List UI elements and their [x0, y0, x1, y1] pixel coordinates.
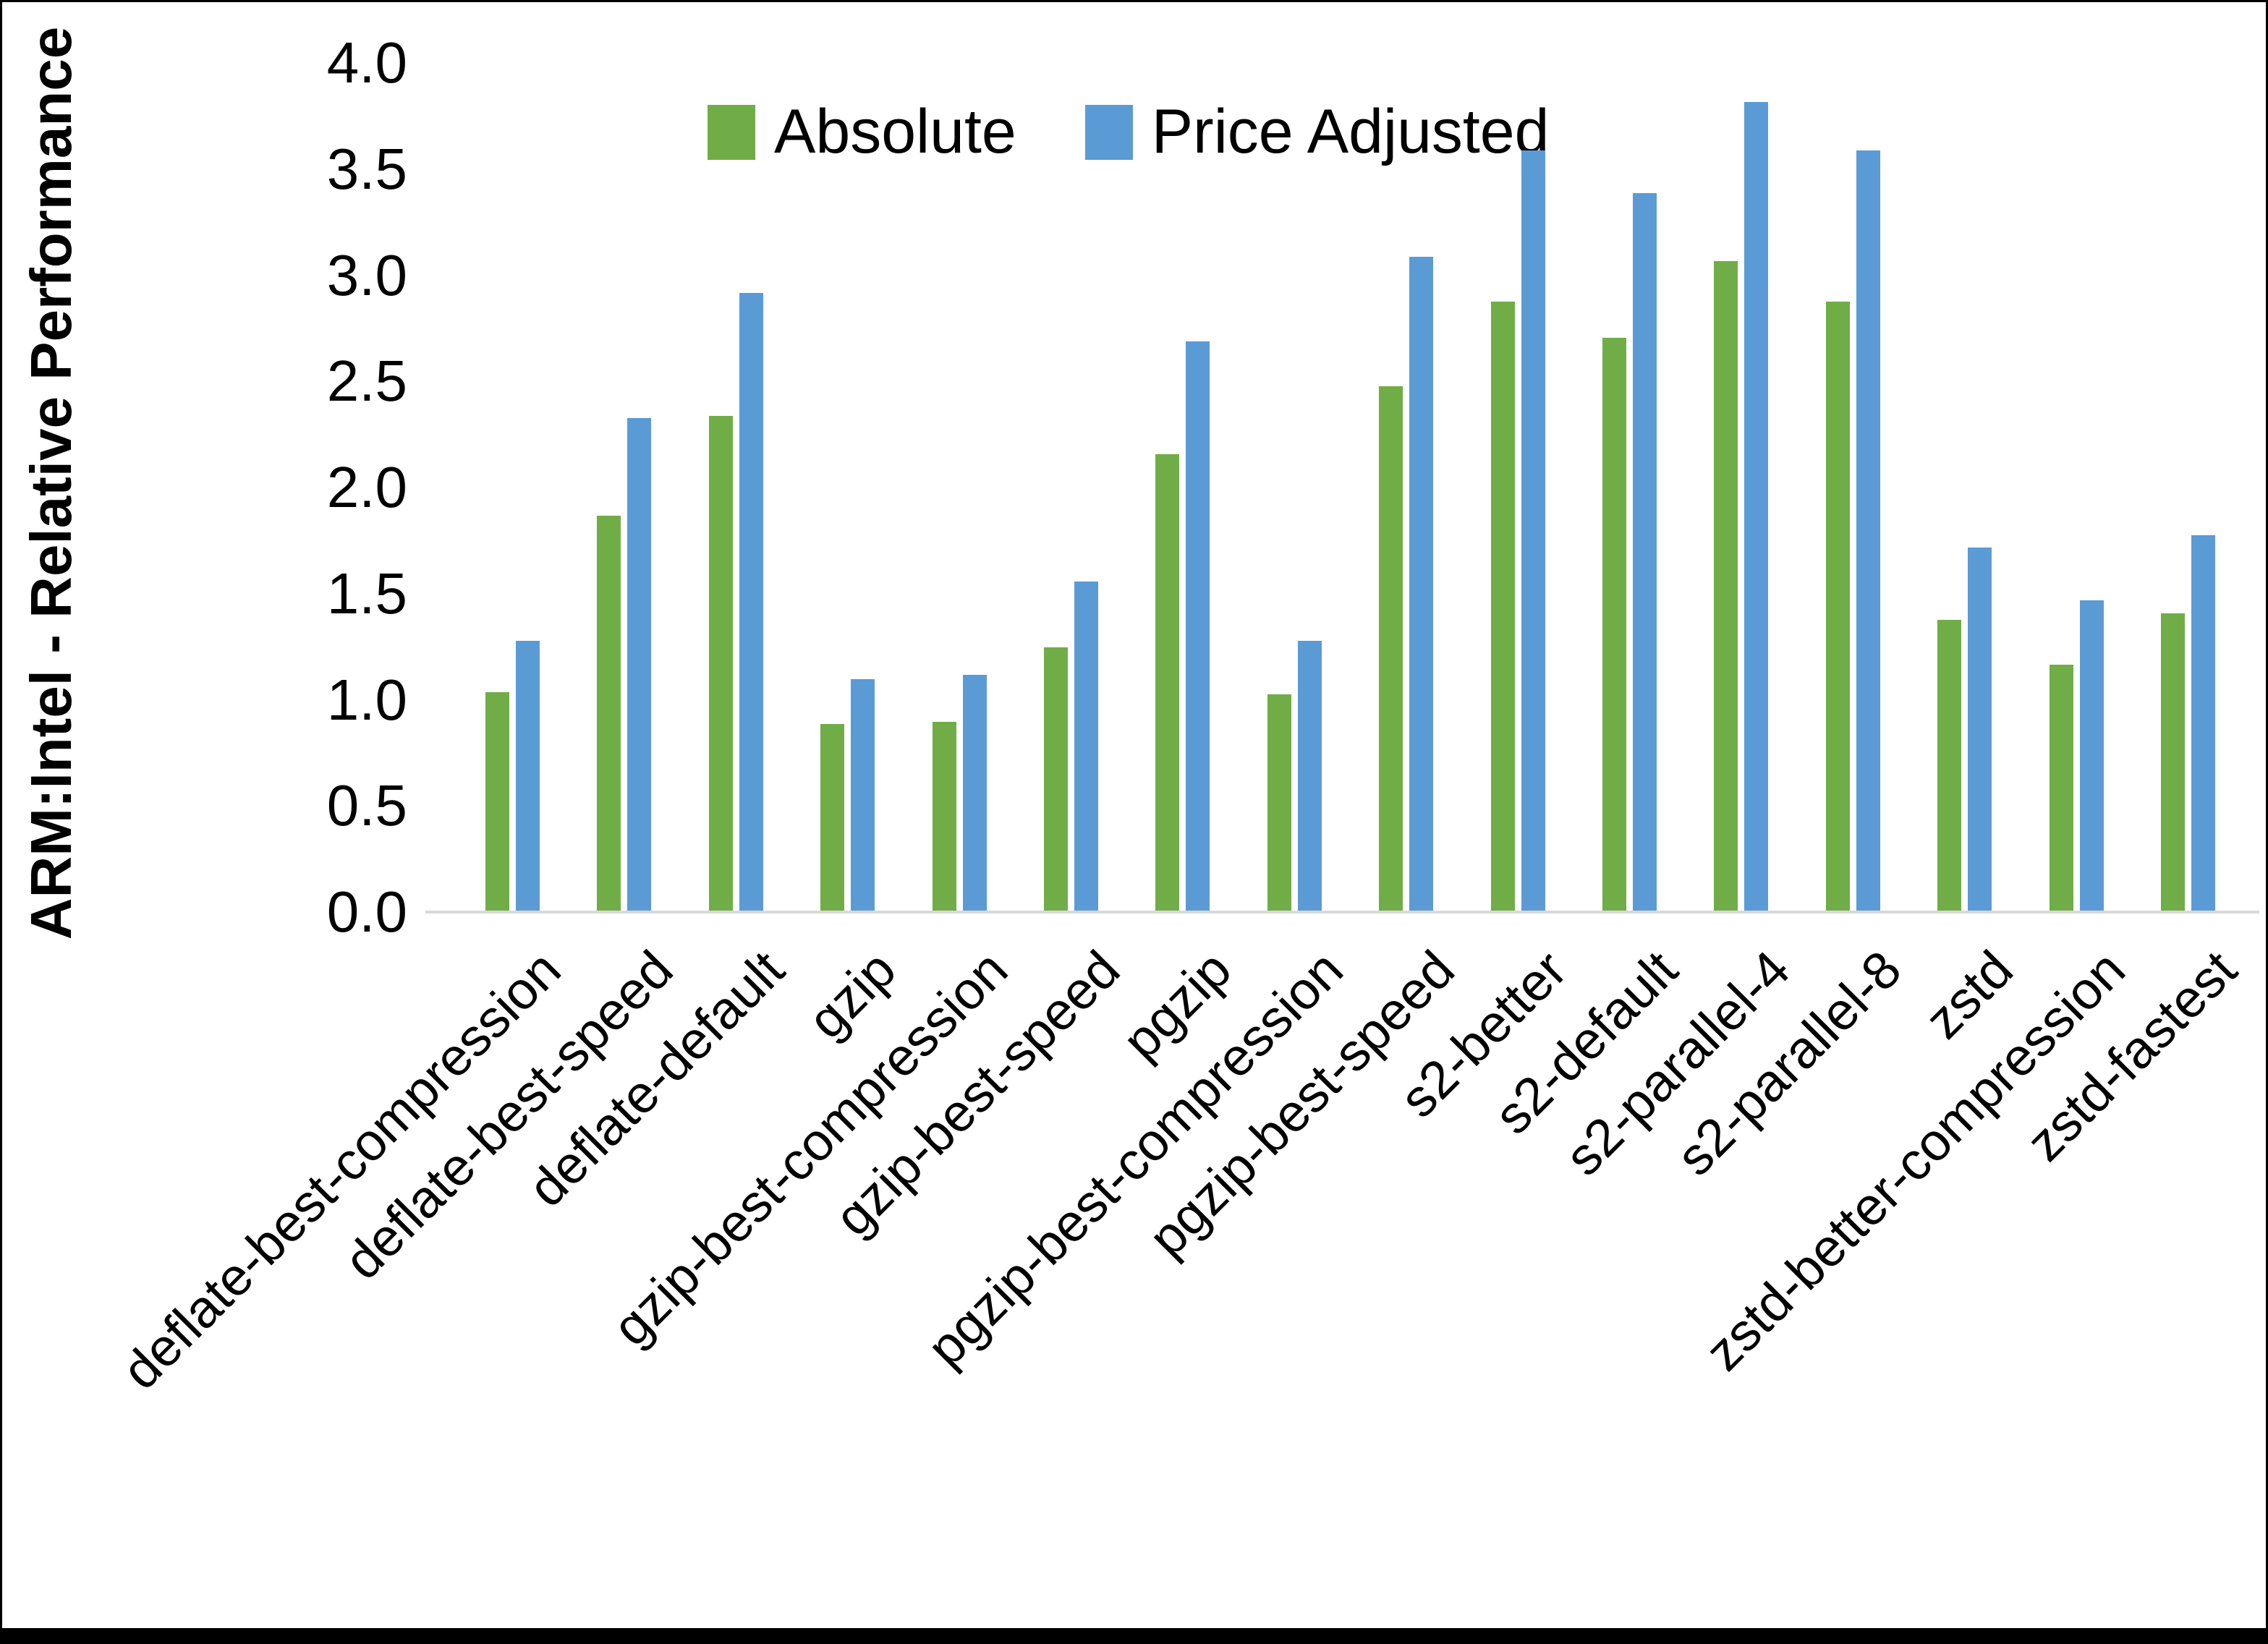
bar-price-adjusted: [963, 675, 987, 911]
bar-absolute: [1044, 647, 1068, 911]
legend-label: Price Adjusted: [1151, 97, 1550, 166]
bar-price-adjusted: [2191, 535, 2215, 911]
bar-absolute: [1826, 302, 1850, 911]
y-tick-label: 1.0: [326, 667, 407, 732]
bar-price-adjusted: [516, 641, 540, 911]
x-tick-label: deflate-best-compression: [111, 940, 572, 1401]
y-tick-label: 4.0: [326, 30, 407, 95]
bar-price-adjusted: [739, 293, 763, 911]
legend-swatch-icon: [1084, 104, 1133, 160]
bar-absolute: [2161, 613, 2185, 911]
bar-absolute: [1379, 386, 1403, 911]
bar-absolute: [1155, 454, 1179, 911]
y-tick-label: 3.5: [326, 136, 407, 201]
bar-absolute: [1491, 302, 1515, 911]
bar-absolute: [485, 692, 509, 911]
bar-absolute: [820, 724, 844, 911]
y-tick-label: 3.0: [326, 242, 407, 307]
bar-absolute: [597, 516, 621, 911]
bar-price-adjusted: [1186, 341, 1210, 911]
bottom-border: [2, 1628, 2266, 1644]
bar-price-adjusted: [1856, 150, 1880, 911]
bar-absolute: [1602, 338, 1626, 911]
bar-price-adjusted: [1074, 582, 1098, 911]
bar-price-adjusted: [1521, 150, 1545, 911]
bar-absolute: [933, 722, 956, 911]
legend-item: Absolute: [708, 96, 1016, 168]
bar-price-adjusted: [1298, 641, 1322, 911]
bar-absolute: [1937, 620, 1961, 911]
bar-absolute: [709, 416, 733, 911]
legend-label: Absolute: [774, 97, 1016, 166]
bar-price-adjusted: [1409, 257, 1433, 911]
bar-price-adjusted: [851, 679, 875, 911]
legend-item: Price Adjusted: [1084, 96, 1550, 168]
bar-absolute: [1267, 694, 1291, 911]
bar-price-adjusted: [1968, 548, 1992, 911]
legend-swatch-icon: [708, 104, 755, 160]
bar-price-adjusted: [2080, 600, 2104, 911]
y-tick-label: 2.5: [326, 349, 407, 414]
y-tick-label: 0.0: [326, 880, 407, 944]
y-tick-label: 2.0: [326, 455, 407, 519]
y-axis-title: ARM:Intel - Relative Performance: [19, 26, 83, 940]
bar-price-adjusted: [627, 418, 651, 911]
y-tick-label: 1.5: [326, 561, 407, 626]
bar-absolute: [2050, 665, 2073, 911]
bar-price-adjusted: [1744, 102, 1768, 911]
bar-absolute: [1714, 261, 1738, 911]
x-axis-line: [425, 911, 2259, 913]
legend: Absolute Price Adjusted: [708, 96, 1549, 168]
y-tick-label: 0.5: [326, 773, 407, 838]
bar-price-adjusted: [1633, 193, 1657, 911]
